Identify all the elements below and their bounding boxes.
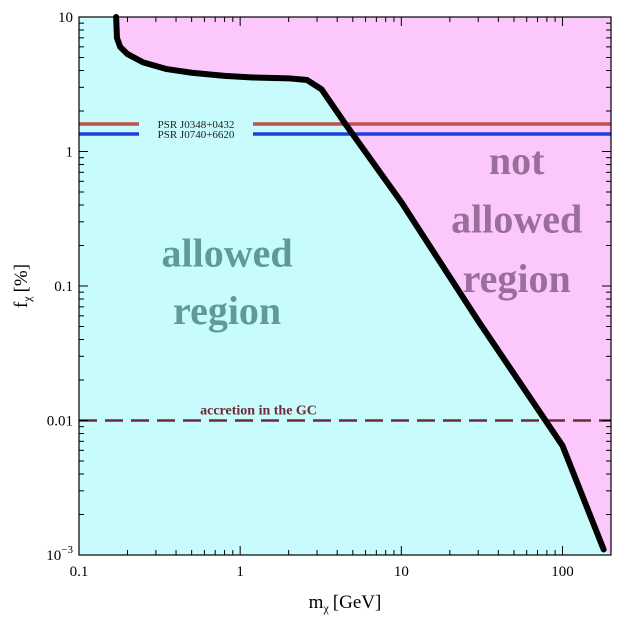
x-tick-label: 0.1: [70, 564, 89, 580]
x-axis-label-main: m: [309, 592, 324, 613]
y-tick-label: 10: [58, 10, 73, 26]
y-axis-label-main: f: [11, 301, 32, 308]
y-axis-label: fχ [%]: [11, 264, 34, 308]
accretion-gc-label: accretion in the GC: [200, 404, 317, 419]
x-tick-label: 1: [236, 564, 244, 580]
y-tick-label: 0.01: [47, 414, 73, 430]
not-allowed-region-fill: [116, 17, 611, 555]
x-tick-label: 100: [551, 564, 574, 580]
psr-j0348-label: PSR J0348+0432: [158, 119, 235, 131]
allowed-region-label-line2: region: [173, 288, 281, 333]
not-allowed-region-label-line2: allowed: [451, 196, 582, 241]
not-allowed-region-label-line3: region: [463, 256, 571, 301]
x-axis-label: mχ [GeV]: [309, 592, 382, 615]
y-tick-label: 1: [66, 145, 74, 161]
y-tick-labels: 10−3 0.01 0.1 1 10: [46, 10, 73, 564]
y-axis-label-unit: [%]: [11, 264, 32, 292]
x-axis-label-sub: χ: [322, 601, 329, 615]
psr-j0740-label: PSR J0740+6620: [158, 129, 235, 141]
psr-label-gap: [139, 118, 253, 140]
y-tick-label: 0.1: [54, 279, 73, 295]
x-axis-label-unit: [GeV]: [333, 592, 382, 613]
boundary-curve: [113, 14, 607, 553]
not-allowed-region-label-line1: not: [489, 138, 545, 183]
x-tick-label: 10: [394, 564, 409, 580]
axis-ticks: [78, 16, 612, 556]
y-axis-label-sub: χ: [20, 296, 34, 303]
y-tick-label: 10−3: [46, 544, 73, 564]
x-tick-labels: 0.1 1 10 100: [70, 564, 574, 580]
allowed-region-label-line1: allowed: [162, 230, 293, 275]
